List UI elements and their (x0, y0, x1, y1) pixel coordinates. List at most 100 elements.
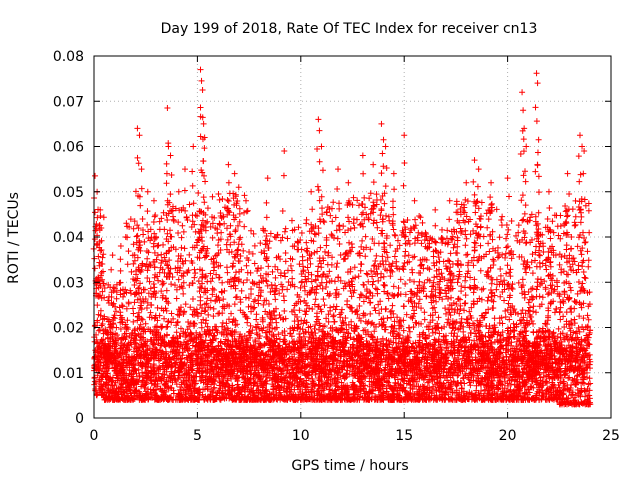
data-point (209, 193, 216, 200)
data-point (164, 230, 171, 237)
data-point (175, 188, 182, 195)
data-point (303, 216, 310, 223)
data-point (368, 333, 375, 340)
data-point (144, 208, 151, 215)
data-point (236, 205, 243, 212)
data-point (345, 330, 352, 337)
data-point (150, 243, 157, 250)
data-point (538, 350, 545, 357)
data-point (224, 269, 231, 276)
data-point (94, 302, 101, 309)
data-point (247, 269, 254, 276)
data-point (240, 247, 247, 254)
data-point (460, 352, 467, 359)
data-point (189, 168, 196, 175)
data-point (151, 213, 158, 220)
data-point (191, 274, 198, 281)
data-point (436, 330, 443, 337)
data-points (90, 66, 594, 408)
data-point (251, 260, 258, 267)
data-point (241, 223, 248, 230)
data-point (152, 212, 159, 219)
data-point (176, 349, 183, 356)
data-point (404, 372, 411, 379)
data-point (265, 263, 272, 270)
data-point (513, 338, 520, 345)
data-point (200, 120, 207, 127)
data-point (339, 318, 346, 325)
data-point (243, 262, 250, 269)
data-point (94, 214, 101, 221)
data-point (244, 276, 251, 283)
data-point (135, 309, 142, 316)
data-point (144, 188, 151, 195)
data-point (263, 199, 270, 206)
data-point (204, 218, 211, 225)
data-point (164, 105, 171, 112)
data-point (135, 366, 142, 373)
data-point (216, 274, 223, 281)
data-point (180, 273, 187, 280)
data-point (586, 375, 593, 382)
data-point (242, 197, 249, 204)
data-point (191, 266, 198, 273)
data-point (230, 190, 237, 197)
data-point (190, 143, 197, 150)
data-point (211, 357, 218, 364)
data-point (278, 355, 285, 362)
data-point (282, 250, 289, 257)
data-point (223, 264, 230, 271)
data-point (471, 337, 478, 344)
data-point (218, 323, 225, 330)
data-point (138, 383, 145, 390)
data-point (296, 330, 303, 337)
data-point (262, 237, 269, 244)
data-point (99, 254, 106, 261)
data-point (158, 251, 165, 258)
data-point (150, 361, 157, 368)
data-point (105, 297, 112, 304)
data-point (427, 369, 434, 376)
data-point (108, 266, 115, 273)
data-point (202, 178, 209, 185)
data-point (179, 222, 186, 229)
data-point (197, 208, 204, 215)
data-point (268, 281, 275, 288)
data-point (353, 358, 360, 365)
data-point (504, 327, 511, 334)
data-point (190, 200, 197, 207)
data-point (221, 220, 228, 227)
data-point (173, 295, 180, 302)
data-point (223, 241, 230, 248)
data-point (207, 278, 214, 285)
data-point (163, 287, 170, 294)
data-point (260, 301, 267, 308)
data-point (210, 332, 217, 339)
data-point (137, 202, 144, 209)
data-point (186, 251, 193, 258)
data-point (265, 301, 272, 308)
data-point (181, 187, 188, 194)
data-point (573, 345, 580, 352)
data-point (565, 375, 572, 382)
data-point (198, 77, 205, 84)
data-point (100, 214, 107, 221)
data-point (282, 273, 289, 280)
data-point (163, 324, 170, 331)
data-point (219, 279, 226, 286)
data-point (135, 160, 142, 167)
data-point (241, 192, 248, 199)
data-point (117, 267, 124, 274)
data-point (168, 281, 175, 288)
data-point (280, 172, 287, 179)
data-point (180, 228, 187, 235)
data-point (195, 190, 202, 197)
data-point (209, 285, 216, 292)
data-point (285, 342, 292, 349)
data-point (189, 295, 196, 302)
data-point (124, 261, 131, 268)
data-point (240, 279, 247, 286)
data-point (143, 304, 150, 311)
data-point (374, 336, 381, 343)
data-point (432, 329, 439, 336)
